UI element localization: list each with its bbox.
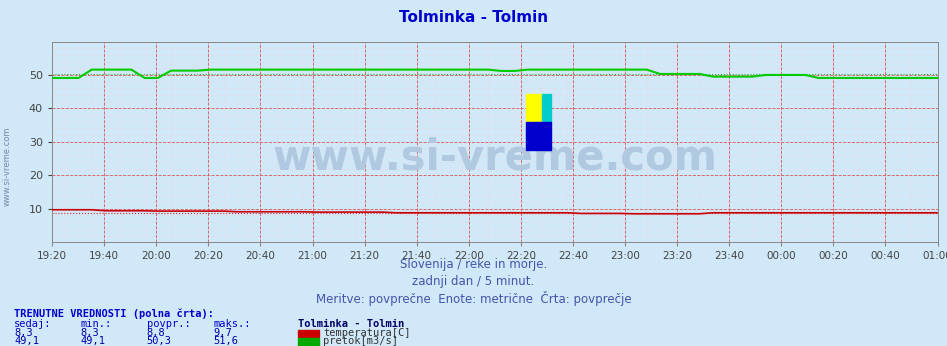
- Text: pretok[m3/s]: pretok[m3/s]: [323, 336, 398, 346]
- Bar: [526, 94, 542, 122]
- Text: min.:: min.:: [80, 319, 112, 329]
- Text: temperatura[C]: temperatura[C]: [323, 328, 410, 338]
- Text: zadnji dan / 5 minut.: zadnji dan / 5 minut.: [412, 275, 535, 289]
- Text: 9,7: 9,7: [213, 328, 232, 338]
- Text: Meritve: povprečne  Enote: metrične  Črta: povprečje: Meritve: povprečne Enote: metrične Črta:…: [315, 291, 632, 306]
- Text: Tolminka - Tolmin: Tolminka - Tolmin: [399, 10, 548, 25]
- Text: 49,1: 49,1: [14, 336, 39, 346]
- Text: 50,3: 50,3: [147, 336, 171, 346]
- Text: 8,3: 8,3: [14, 328, 33, 338]
- Text: povpr.:: povpr.:: [147, 319, 190, 329]
- Text: 51,6: 51,6: [213, 336, 238, 346]
- Text: sedaj:: sedaj:: [14, 319, 52, 329]
- Text: www.si-vreme.com: www.si-vreme.com: [3, 126, 12, 206]
- Bar: [526, 122, 550, 150]
- Text: www.si-vreme.com: www.si-vreme.com: [273, 137, 717, 179]
- Text: Slovenija / reke in morje.: Slovenija / reke in morje.: [400, 258, 547, 271]
- Text: TRENUTNE VREDNOSTI (polna črta):: TRENUTNE VREDNOSTI (polna črta):: [14, 308, 214, 319]
- Text: Tolminka - Tolmin: Tolminka - Tolmin: [298, 319, 404, 329]
- Text: 8,8: 8,8: [147, 328, 166, 338]
- Text: 8,3: 8,3: [80, 328, 99, 338]
- Text: 49,1: 49,1: [80, 336, 105, 346]
- Text: maks.:: maks.:: [213, 319, 251, 329]
- Bar: [542, 94, 550, 122]
